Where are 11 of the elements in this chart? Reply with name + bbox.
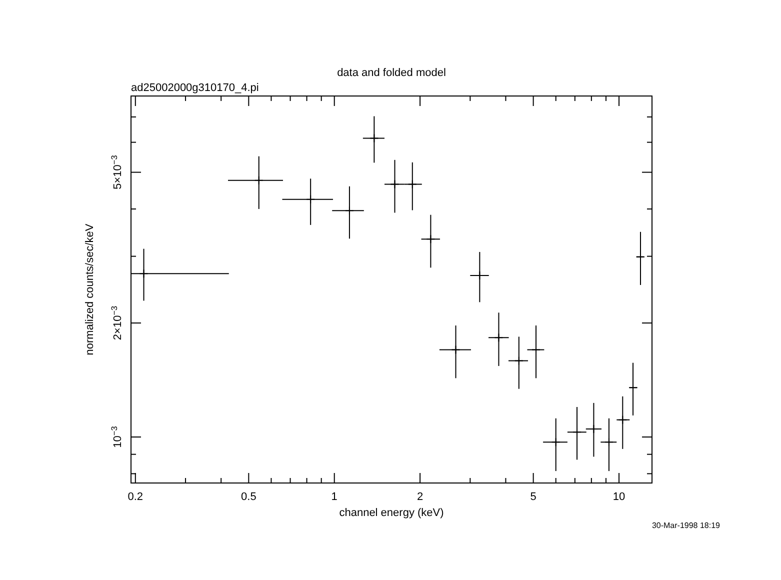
x-tick-label: 10	[612, 491, 626, 503]
y-axis-title: normalized counts/sec/keV	[84, 223, 96, 356]
x-tick-label: 0.2	[128, 491, 144, 503]
x-tick-label: 1	[331, 491, 338, 503]
x-tick-label: 2	[416, 491, 424, 503]
chart-subtitle: ad25002000g310170_4.pi	[131, 82, 259, 94]
x-tick-label: 0.5	[241, 491, 256, 503]
text: 30-Mar-1998 18:19	[652, 521, 721, 530]
x-axis-title: channel energy (keV)	[339, 507, 444, 519]
chart-title: data and folded model	[337, 67, 446, 79]
x-tick-label: 5	[530, 491, 536, 503]
